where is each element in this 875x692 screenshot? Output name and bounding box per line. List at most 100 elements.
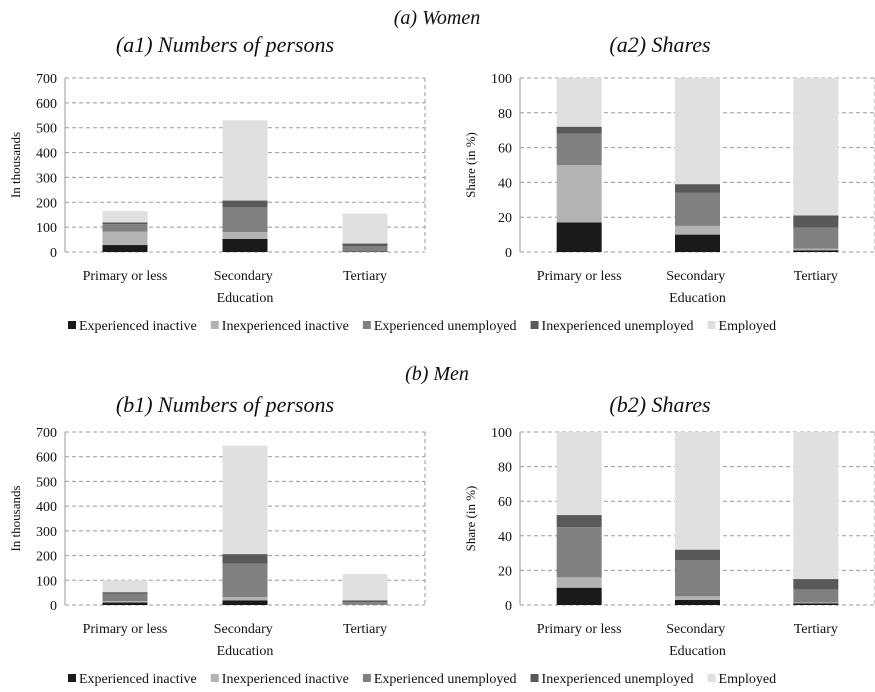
- x-tick-label: Secondary Education: [666, 269, 729, 306]
- y-tick-label: 60: [498, 495, 512, 510]
- y-tick-label: 700: [36, 72, 57, 87]
- bar-segment: [557, 134, 602, 165]
- y-tick-label: 40: [498, 530, 512, 545]
- bar-segment: [223, 446, 268, 554]
- bar-segment: [343, 244, 388, 247]
- y-tick-label: 20: [498, 211, 512, 226]
- bar-segment: [223, 554, 268, 564]
- bar-segment: [103, 580, 148, 592]
- y-tick-label: 100: [491, 426, 512, 441]
- y-tick-label: 600: [36, 451, 57, 466]
- y-tick-label: 80: [498, 461, 512, 476]
- legend-label: Experienced inactive: [79, 319, 197, 334]
- bar-segment: [103, 224, 148, 231]
- y-tick-label: 20: [498, 564, 512, 579]
- legend-label: Experienced unemployed: [374, 672, 517, 687]
- bar-segment: [675, 550, 720, 560]
- legend-label: Inexperienced inactive: [222, 319, 349, 334]
- legend-label: Inexperienced inactive: [222, 672, 349, 687]
- bar-segment: [557, 527, 602, 577]
- bar-segment: [793, 249, 838, 251]
- y-tick-label: 300: [36, 525, 57, 540]
- chart-title: (b2) Shares: [609, 392, 710, 417]
- bar-segment: [793, 250, 838, 252]
- y-tick-label: 0: [50, 599, 57, 614]
- bar-segment: [103, 232, 148, 245]
- bar-segment: [557, 78, 602, 127]
- bar-segment: [223, 120, 268, 200]
- bar-segment: [223, 201, 268, 207]
- bar-segment: [675, 560, 720, 596]
- bar-segment: [103, 592, 148, 594]
- chart-title: (a2) Shares: [609, 32, 710, 57]
- bar-segment: [793, 579, 838, 589]
- legend-swatch: [363, 674, 371, 682]
- y-tick-label: 40: [498, 176, 512, 191]
- legend-swatch: [68, 321, 76, 329]
- bar-segment: [793, 603, 838, 605]
- bar-segment: [103, 222, 148, 224]
- bar-segment: [675, 432, 720, 550]
- y-tick-label: 0: [505, 599, 512, 614]
- legend-label: Inexperienced unemployed: [542, 319, 694, 334]
- y-tick-label: 100: [491, 72, 512, 87]
- x-tick-label: Secondary Education: [214, 622, 277, 659]
- section-title: (a) Women: [394, 7, 480, 29]
- bar-segment: [223, 207, 268, 232]
- bar-segment: [103, 594, 148, 601]
- bar-segment: [557, 515, 602, 527]
- y-tick-label: 500: [36, 122, 57, 137]
- x-tick-label: Tertiary: [343, 622, 387, 637]
- legend-label: Employed: [719, 672, 777, 687]
- y-tick-label: 0: [50, 246, 57, 261]
- x-tick-label: Tertiary: [794, 622, 838, 637]
- y-tick-label: 80: [498, 107, 512, 122]
- bar-segment: [793, 432, 838, 579]
- y-tick-label: 100: [36, 574, 57, 589]
- y-tick-label: 200: [36, 196, 57, 211]
- y-axis-label: In thousands: [8, 132, 23, 198]
- legend-swatch: [211, 674, 219, 682]
- bar-segment: [793, 228, 838, 249]
- y-axis-label: In thousands: [8, 485, 23, 551]
- bar-segment: [343, 574, 388, 600]
- x-tick-label: Primary or less: [83, 269, 168, 284]
- legend-swatch: [68, 674, 76, 682]
- bar-segment: [343, 246, 388, 251]
- bar-segment: [223, 597, 268, 600]
- bar-segment: [223, 239, 268, 252]
- bar-segment: [793, 78, 838, 215]
- chart-title: (a1) Numbers of persons: [116, 32, 334, 57]
- bar-segment: [675, 184, 720, 193]
- bar-segment: [675, 235, 720, 252]
- legend-label: Experienced unemployed: [374, 319, 517, 334]
- bar-segment: [557, 222, 602, 252]
- bar-segment: [675, 78, 720, 184]
- y-tick-label: 400: [36, 500, 57, 515]
- section-title: (b) Men: [405, 363, 469, 385]
- x-tick-label: Primary or less: [537, 622, 622, 637]
- legend-swatch: [708, 674, 716, 682]
- legend-swatch: [363, 321, 371, 329]
- y-tick-label: 600: [36, 97, 57, 112]
- legend-swatch: [211, 321, 219, 329]
- y-tick-label: 200: [36, 550, 57, 565]
- x-tick-label: Primary or less: [537, 269, 622, 284]
- x-tick-label: Tertiary: [343, 269, 387, 284]
- bar-segment: [223, 564, 268, 597]
- bar-segment: [557, 577, 602, 587]
- x-tick-label: Secondary Education: [666, 622, 729, 659]
- y-axis-label: Share (in %): [463, 132, 478, 198]
- bar-segment: [103, 211, 148, 222]
- bar-segment: [793, 215, 838, 227]
- bar-segment: [103, 603, 148, 605]
- bar-segment: [223, 600, 268, 605]
- x-tick-label: Secondary Education: [214, 269, 277, 306]
- y-tick-label: 0: [505, 246, 512, 261]
- bar-segment: [675, 193, 720, 226]
- y-tick-label: 100: [36, 221, 57, 236]
- bar-segment: [557, 588, 602, 605]
- bar-segment: [343, 600, 388, 602]
- legend-swatch: [708, 321, 716, 329]
